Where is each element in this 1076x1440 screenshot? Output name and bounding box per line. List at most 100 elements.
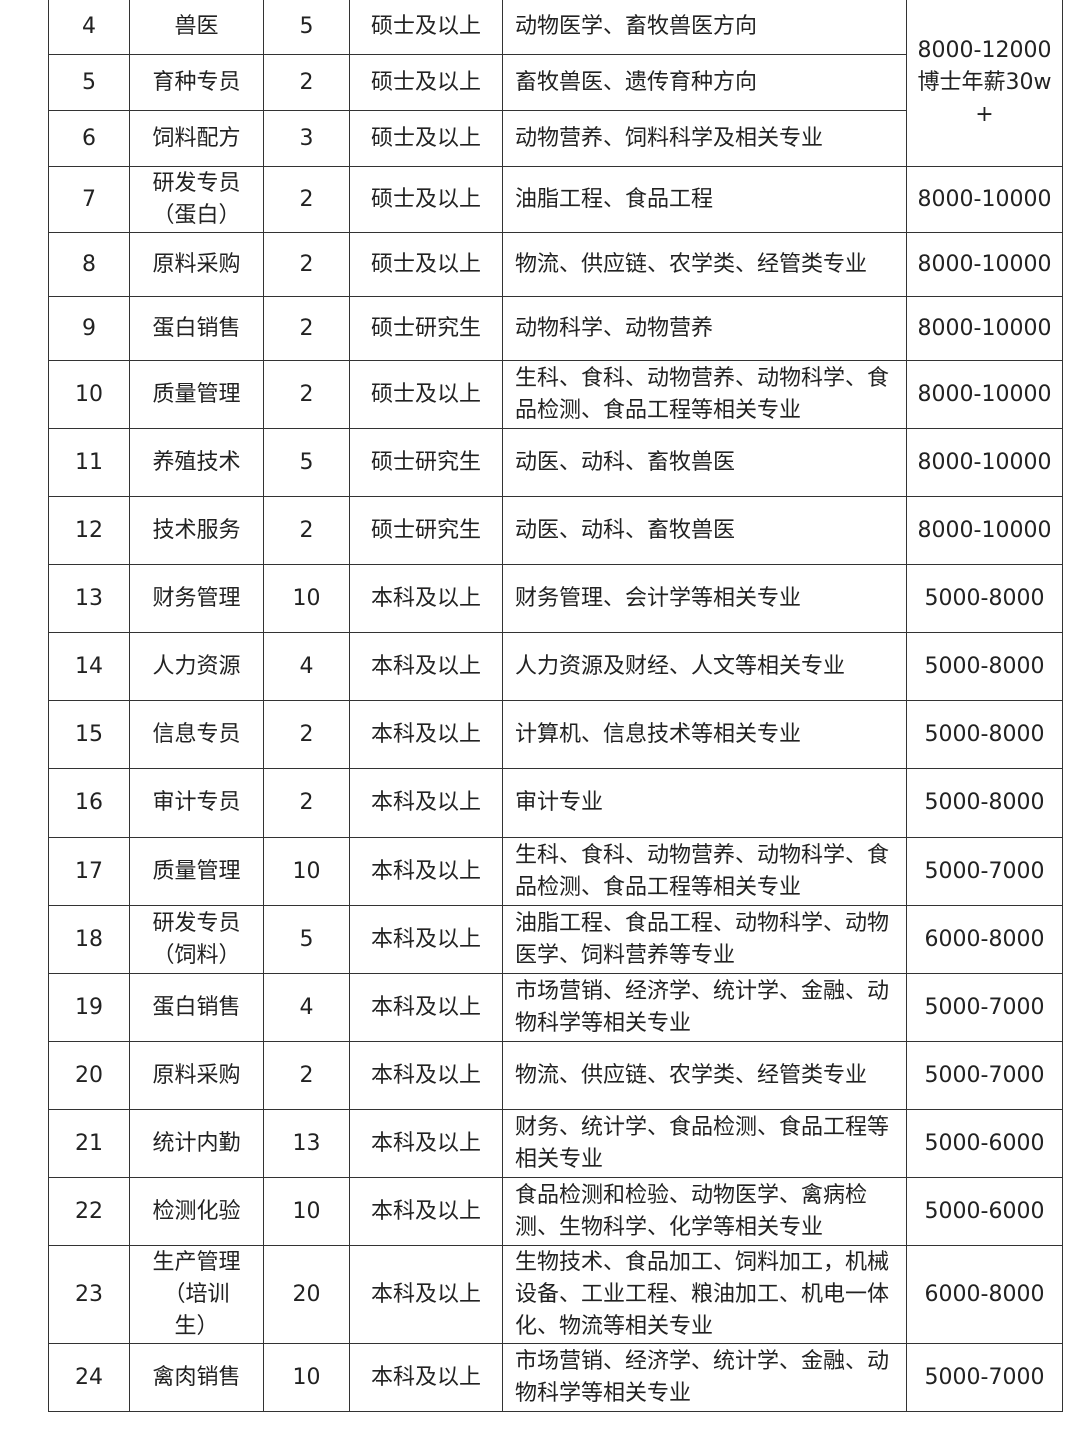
major: 动物科学、动物营养	[502, 296, 907, 361]
row-number: 10	[48, 360, 130, 429]
headcount: 4	[263, 632, 350, 701]
position: 养殖技术	[129, 428, 264, 497]
salary-cell: 5000-6000	[906, 1109, 1063, 1178]
salary-cell: 5000-8000	[906, 564, 1063, 633]
salary-cell: 5000-8000	[906, 700, 1063, 769]
headcount: 5	[263, 0, 350, 55]
position: 审计专员	[129, 768, 264, 838]
headcount: 2	[263, 496, 350, 565]
row-number: 5	[48, 54, 130, 111]
position: 蛋白销售	[129, 973, 264, 1042]
major: 动物营养、饲料科学及相关专业	[502, 110, 907, 167]
position: 技术服务	[129, 496, 264, 565]
major: 人力资源及财经、人文等相关专业	[502, 632, 907, 701]
row-number: 11	[48, 428, 130, 497]
row-number: 4	[48, 0, 130, 55]
education: 硕士研究生	[349, 296, 503, 361]
salary-cell: 8000-10000	[906, 496, 1063, 565]
row-number: 20	[48, 1041, 130, 1110]
table-row: 14 人力资源 4 本科及以上 人力资源及财经、人文等相关专业 5000-8000	[48, 632, 1063, 701]
position: 育种专员	[129, 54, 264, 111]
salary: 5000-8000	[924, 790, 1045, 815]
major: 财务、统计学、食品检测、食品工程等相关专业	[502, 1109, 907, 1178]
major: 畜牧兽医、遗传育种方向	[502, 54, 907, 111]
major: 油脂工程、食品工程、动物科学、动物医学、饲料营养等专业	[502, 905, 907, 974]
position: 质量管理	[129, 837, 264, 906]
salary: 6000-8000	[924, 926, 1045, 952]
position: 检测化验	[129, 1177, 264, 1246]
education: 本科及以上	[349, 973, 503, 1042]
education: 本科及以上	[349, 632, 503, 701]
row-number: 19	[48, 973, 130, 1042]
major: 生物技术、食品加工、饲料加工，机械设备、工业工程、粮油加工、机电一体化、物流等相…	[502, 1245, 907, 1344]
headcount: 10	[263, 1177, 350, 1246]
salary: 5000-7000	[924, 1364, 1045, 1390]
salary: 8000-10000	[917, 449, 1052, 475]
major: 市场营销、经济学、统计学、金融、动物科学等相关专业	[502, 973, 907, 1042]
salary: 8000-10000	[917, 517, 1052, 543]
major: 动物医学、畜牧兽医方向	[502, 0, 907, 55]
row-number: 16	[48, 768, 130, 838]
position: 人力资源	[129, 632, 264, 701]
row-number: 9	[48, 296, 130, 361]
headcount: 20	[263, 1245, 350, 1344]
major: 物流、供应链、农学类、经管类专业	[502, 232, 907, 297]
headcount: 2	[263, 232, 350, 297]
headcount: 10	[263, 837, 350, 906]
table-row: 5 育种专员 2 硕士及以上 畜牧兽医、遗传育种方向	[48, 54, 1063, 111]
education: 本科及以上	[349, 905, 503, 974]
education: 本科及以上	[349, 768, 503, 838]
education: 硕士研究生	[349, 496, 503, 565]
major: 油脂工程、食品工程	[502, 166, 907, 233]
salary-cell: 5000-8000	[906, 768, 1063, 838]
salary-cell: 8000-12000博士年薪30w+	[906, 0, 1063, 167]
position: 原料采购	[129, 1041, 264, 1110]
table-row: 12 技术服务 2 硕士研究生 动医、动科、畜牧兽医 8000-10000	[48, 496, 1063, 565]
table-row: 9 蛋白销售 2 硕士研究生 动物科学、动物营养 8000-10000	[48, 296, 1063, 361]
table-row: 11 养殖技术 5 硕士研究生 动医、动科、畜牧兽医 8000-10000	[48, 428, 1063, 497]
row-number: 13	[48, 564, 130, 633]
table-row: 10 质量管理 2 硕士及以上 生科、食科、动物营养、动物科学、食品检测、食品工程等相关…	[48, 360, 1063, 429]
headcount: 2	[263, 1041, 350, 1110]
salary: 5000-8000	[924, 721, 1045, 747]
table-row: 7 研发专员（蛋白） 2 硕士及以上 油脂工程、食品工程 8000-10000	[48, 166, 1063, 233]
row-number: 15	[48, 700, 130, 769]
major: 财务管理、会计学等相关专业	[502, 564, 907, 633]
table-row: 22 检测化验 10 本科及以上 食品检测和检验、动物医学、禽病检测、生物科学、化学等相…	[48, 1177, 1063, 1246]
headcount: 2	[263, 360, 350, 429]
salary: 8000-12000博士年薪30w+	[917, 37, 1052, 127]
headcount: 13	[263, 1109, 350, 1178]
table-row: 23 生产管理（培训生） 20 本科及以上 生物技术、食品加工、饲料加工，机械设备、工业…	[48, 1245, 1063, 1344]
education: 本科及以上	[349, 564, 503, 633]
education: 本科及以上	[349, 1245, 503, 1344]
salary-cell: 6000-8000	[906, 905, 1063, 974]
row-number: 18	[48, 905, 130, 974]
education: 本科及以上	[349, 1041, 503, 1110]
salary: 8000-10000	[917, 186, 1052, 212]
table-row: 6 饲料配方 3 硕士及以上 动物营养、饲料科学及相关专业	[48, 110, 1063, 167]
position: 禽肉销售	[129, 1343, 264, 1412]
education: 硕士及以上	[349, 232, 503, 297]
education: 硕士及以上	[349, 166, 503, 233]
major: 动医、动科、畜牧兽医	[502, 428, 907, 497]
education: 硕士及以上	[349, 110, 503, 167]
position: 统计内勤	[129, 1109, 264, 1178]
major: 市场营销、经济学、统计学、金融、动物科学等相关专业	[502, 1343, 907, 1412]
position: 生产管理（培训生）	[129, 1245, 264, 1344]
education: 硕士及以上	[349, 360, 503, 429]
position: 蛋白销售	[129, 296, 264, 361]
table-row: 8 原料采购 2 硕士及以上 物流、供应链、农学类、经管类专业 8000-10000	[48, 232, 1063, 297]
major: 动医、动科、畜牧兽医	[502, 496, 907, 565]
salary-cell: 5000-7000	[906, 1343, 1063, 1412]
salary-cell: 8000-10000	[906, 166, 1063, 233]
salary: 5000-8000	[924, 585, 1045, 611]
salary: 5000-7000	[924, 994, 1045, 1020]
table-row: 4 兽医 5 硕士及以上 动物医学、畜牧兽医方向 8000-12000博士年薪30w+	[48, 0, 1063, 167]
headcount: 2	[263, 54, 350, 111]
row-number: 21	[48, 1109, 130, 1178]
major: 食品检测和检验、动物医学、禽病检测、生物科学、化学等相关专业	[502, 1177, 907, 1246]
position: 质量管理	[129, 360, 264, 429]
row-number: 23	[48, 1245, 130, 1344]
salary: 5000-6000	[924, 1130, 1045, 1156]
major: 计算机、信息技术等相关专业	[502, 700, 907, 769]
